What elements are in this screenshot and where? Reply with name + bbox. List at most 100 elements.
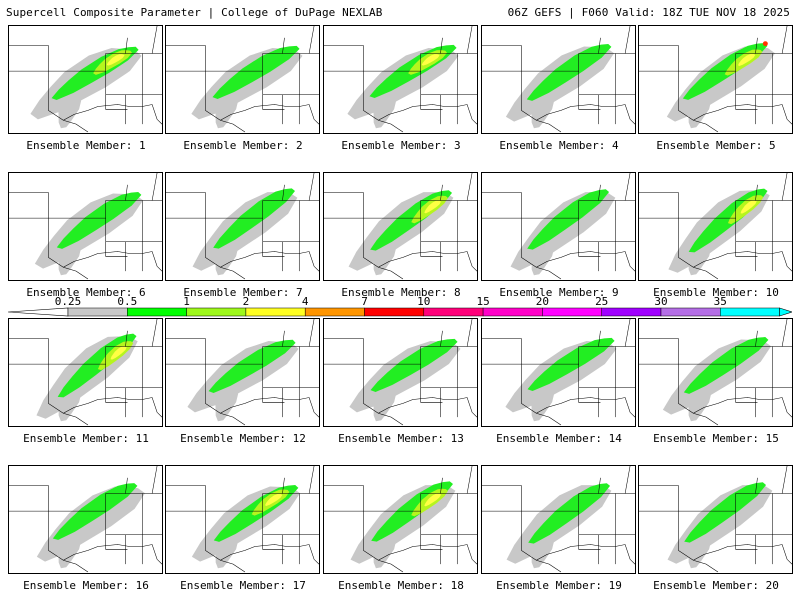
scp-area-gray	[531, 387, 555, 422]
scp-area-gray	[688, 94, 712, 129]
ensemble-member-map	[8, 25, 163, 134]
scale-color-bin	[304, 307, 365, 317]
ensemble-member-label: Ensemble Member: 16	[23, 579, 149, 592]
scp-area-yellow	[424, 493, 441, 507]
scp-area-green	[213, 188, 296, 249]
ensemble-member-label: Ensemble Member: 2	[183, 139, 303, 152]
map-title: Supercell Composite Parameter | College …	[6, 6, 383, 19]
ensemble-member-label: Ensemble Member: 10	[653, 286, 779, 299]
ensemble-member-map	[323, 318, 478, 427]
scale-tick-label: 2	[243, 296, 250, 308]
scp-area-yellow	[106, 54, 125, 66]
scale-color-bin	[542, 307, 602, 317]
scp-area-green	[527, 189, 610, 250]
scp-area-yellow	[110, 346, 127, 360]
scale-tick-label: 7	[361, 296, 368, 308]
scale-left-arrow	[8, 307, 69, 317]
scp-area-green	[683, 337, 769, 394]
scp-area-green	[56, 192, 142, 249]
ensemble-member-label: Ensemble Member: 8	[341, 286, 461, 299]
ensemble-member-map	[8, 318, 163, 427]
ensemble-member-label: Ensemble Member: 17	[180, 579, 306, 592]
scale-color-bin	[364, 307, 425, 317]
scp-area-gray	[58, 94, 82, 129]
ensemble-member-label: Ensemble Member: 5	[656, 139, 776, 152]
ensemble-member-label: Ensemble Member: 3	[341, 139, 461, 152]
ensemble-member-label: Ensemble Member: 7	[183, 286, 303, 299]
scale-right-arrow	[779, 307, 792, 317]
ensemble-member-map	[481, 465, 636, 574]
scale-tick-label: 4	[302, 296, 309, 308]
scp-area-green	[208, 339, 296, 394]
scale-tick-label: 0.5	[117, 296, 137, 308]
ensemble-member-map	[481, 25, 636, 134]
scale-tick-label: 15	[476, 296, 489, 308]
ensemble-member-label: Ensemble Member: 11	[23, 432, 149, 445]
ensemble-member-map	[323, 465, 478, 574]
ensemble-member-label: Ensemble Member: 20	[653, 579, 779, 592]
scp-area-gray	[215, 94, 239, 129]
ensemble-member-map	[481, 318, 636, 427]
scale-color-bin	[660, 307, 721, 317]
scp-area-gray	[666, 46, 776, 122]
scale-tick-label: 25	[595, 296, 608, 308]
scale-color-bin	[720, 307, 780, 317]
scale-color-bin	[423, 307, 484, 317]
ensemble-member-label: Ensemble Member: 19	[496, 579, 622, 592]
ensemble-member-map	[8, 465, 163, 574]
ensemble-member-label: Ensemble Member: 4	[499, 139, 619, 152]
ensemble-member-map	[323, 172, 478, 281]
scp-area-green	[370, 338, 458, 393]
ensemble-member-map	[323, 25, 478, 134]
ensemble-member-map	[638, 465, 793, 574]
scp-area-yellow	[421, 54, 440, 66]
ensemble-member-label: Ensemble Member: 15	[653, 432, 779, 445]
scp-area-green	[527, 337, 615, 392]
scale-color-bin	[186, 307, 247, 317]
scale-tick-label: 1	[183, 296, 190, 308]
ensemble-member-map	[638, 25, 793, 134]
scale-tick-label: 30	[654, 296, 667, 308]
ensemble-member-map	[165, 318, 320, 427]
ensemble-member-map	[638, 318, 793, 427]
scale-tick-label: 10	[417, 296, 430, 308]
scale-color-bin	[601, 307, 662, 317]
ensemble-member-label: Ensemble Member: 9	[499, 286, 619, 299]
scp-area-gray	[373, 387, 397, 422]
ensemble-member-label: Ensemble Member: 1	[26, 139, 146, 152]
scale-tick-label: 20	[536, 296, 549, 308]
scp-area-green	[528, 483, 611, 544]
ensemble-member-label: Ensemble Member: 13	[338, 432, 464, 445]
scp-area-gray	[215, 387, 239, 422]
scp-area-green	[212, 45, 300, 100]
scp-area-yellow	[740, 200, 757, 214]
ensemble-member-label: Ensemble Member: 14	[496, 432, 622, 445]
ensemble-member-label: Ensemble Member: 6	[26, 286, 146, 299]
scale-tick-label: 35	[714, 296, 727, 308]
ensemble-member-label: Ensemble Member: 12	[180, 432, 306, 445]
ensemble-member-map	[165, 25, 320, 134]
scale-color-bin	[67, 307, 128, 317]
ensemble-member-map	[8, 172, 163, 281]
ensemble-member-map	[165, 172, 320, 281]
scale-tick-label: 0.25	[55, 296, 82, 308]
scp-area-gray	[667, 485, 773, 564]
ensemble-member-label: Ensemble Member: 18	[338, 579, 464, 592]
scp-area-green	[526, 44, 612, 101]
scp-area-yellow	[265, 493, 283, 506]
ensemble-member-map	[638, 172, 793, 281]
scale-color-bin	[482, 307, 543, 317]
scp-area-red	[762, 41, 768, 47]
scp-area-gray	[373, 94, 397, 129]
ensemble-member-map	[165, 465, 320, 574]
scp-area-gray	[510, 192, 616, 271]
scp-area-gray	[58, 534, 82, 569]
scp-area-yellow	[738, 53, 756, 66]
scale-color-bin	[127, 307, 187, 317]
ensemble-member-map	[481, 172, 636, 281]
scp-area-yellow	[424, 200, 441, 214]
model-valid-time: 06Z GEFS | F060 Valid: 18Z TUE NOV 18 20…	[507, 6, 790, 19]
scp-area-gray	[36, 486, 146, 562]
scp-area-green	[52, 483, 138, 540]
scale-color-bin	[245, 307, 306, 317]
